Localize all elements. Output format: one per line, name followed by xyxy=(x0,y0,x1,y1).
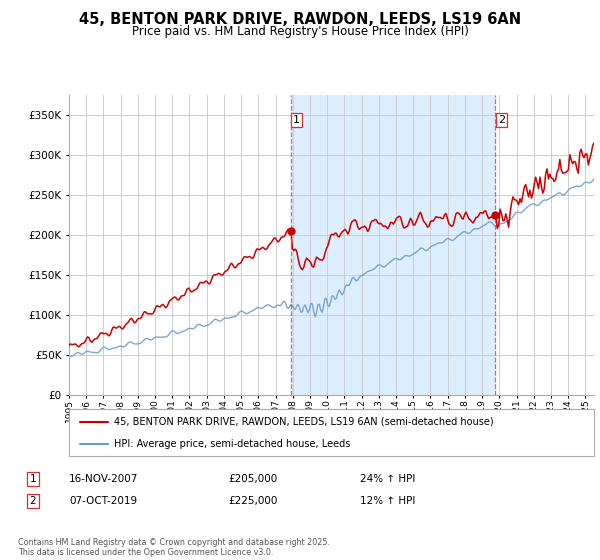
Text: 45, BENTON PARK DRIVE, RAWDON, LEEDS, LS19 6AN (semi-detached house): 45, BENTON PARK DRIVE, RAWDON, LEEDS, LS… xyxy=(113,417,493,427)
Text: 07-OCT-2019: 07-OCT-2019 xyxy=(69,496,137,506)
Text: 45, BENTON PARK DRIVE, RAWDON, LEEDS, LS19 6AN: 45, BENTON PARK DRIVE, RAWDON, LEEDS, LS… xyxy=(79,12,521,27)
Text: 1: 1 xyxy=(293,115,300,125)
Text: 12% ↑ HPI: 12% ↑ HPI xyxy=(360,496,415,506)
Text: Price paid vs. HM Land Registry's House Price Index (HPI): Price paid vs. HM Land Registry's House … xyxy=(131,25,469,38)
Bar xyxy=(291,95,496,395)
Text: 1: 1 xyxy=(29,474,37,484)
Text: £225,000: £225,000 xyxy=(228,496,277,506)
Text: 16-NOV-2007: 16-NOV-2007 xyxy=(69,474,139,484)
Text: Contains HM Land Registry data © Crown copyright and database right 2025.
This d: Contains HM Land Registry data © Crown c… xyxy=(18,538,330,557)
Text: 2: 2 xyxy=(498,115,505,125)
Text: HPI: Average price, semi-detached house, Leeds: HPI: Average price, semi-detached house,… xyxy=(113,438,350,449)
Text: 2: 2 xyxy=(29,496,37,506)
Text: 24% ↑ HPI: 24% ↑ HPI xyxy=(360,474,415,484)
Text: £205,000: £205,000 xyxy=(228,474,277,484)
